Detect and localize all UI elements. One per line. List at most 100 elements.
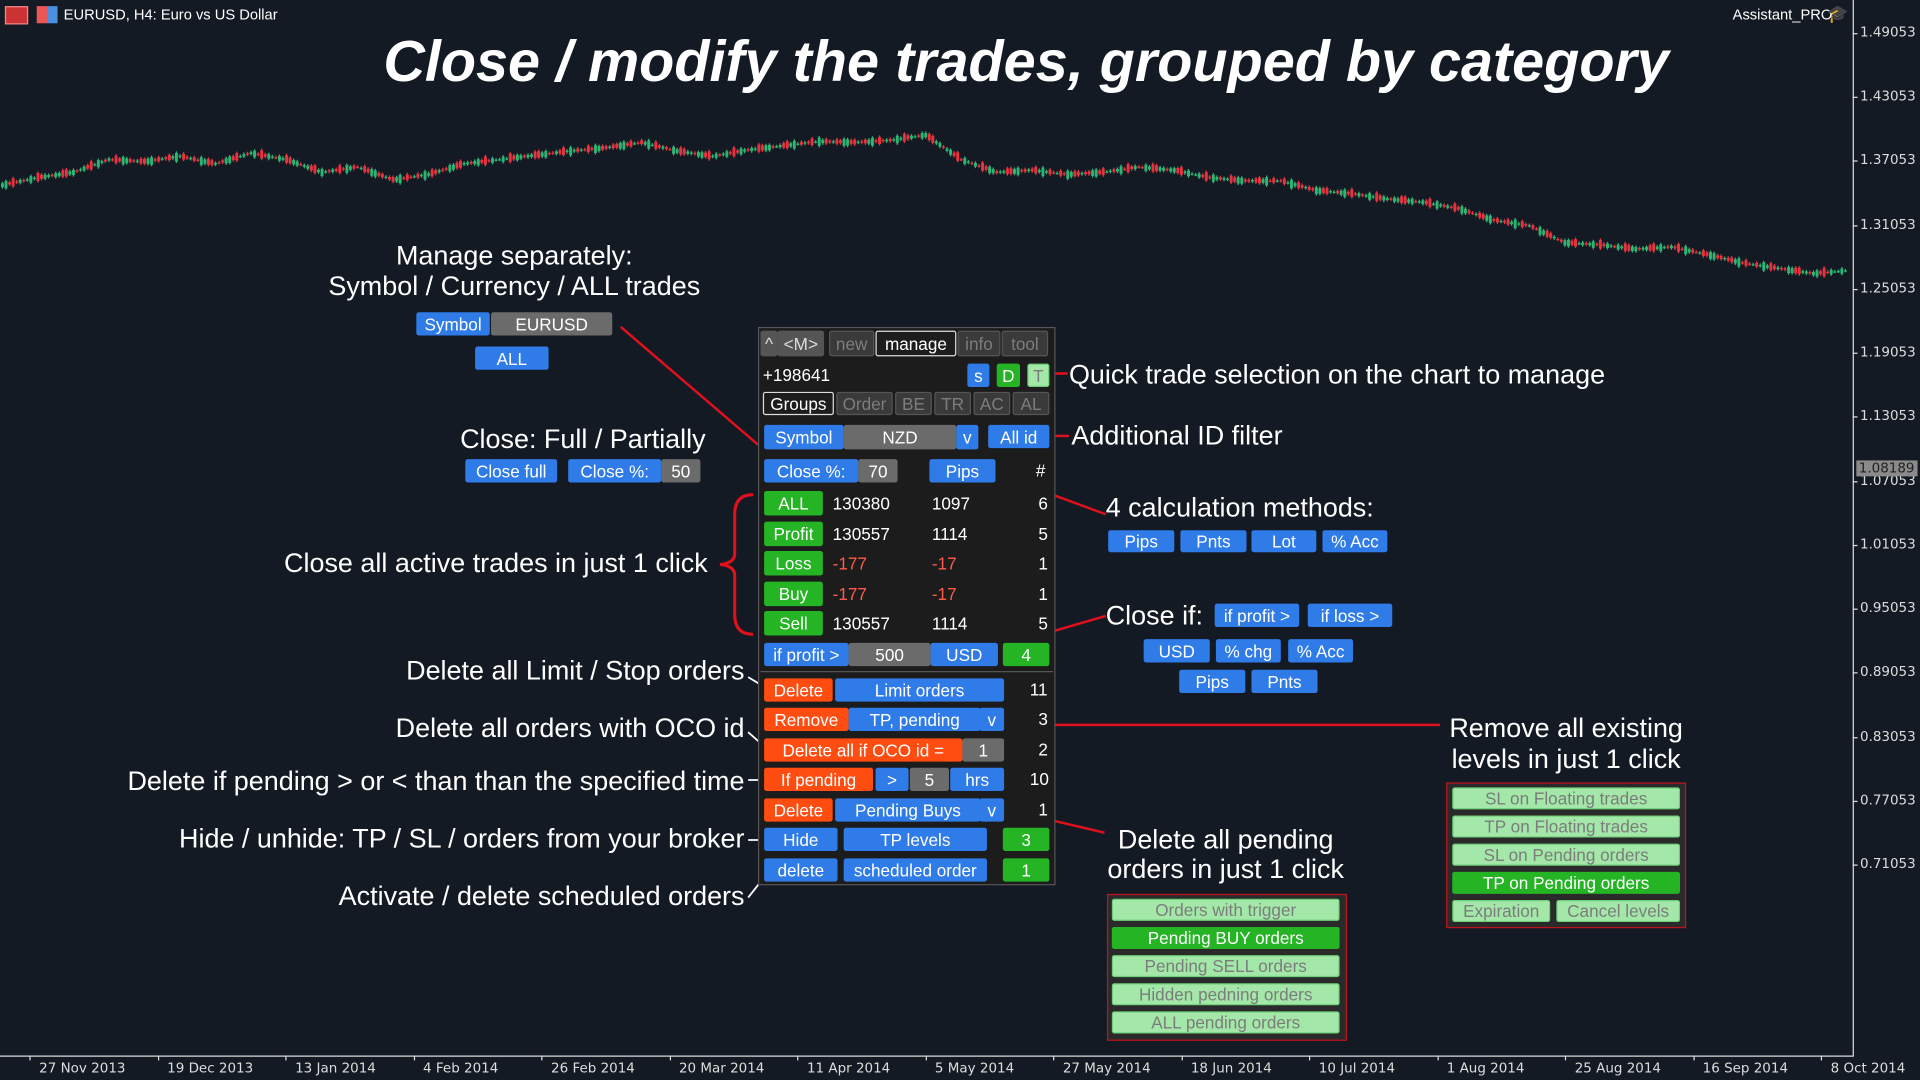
pending-type-select[interactable]: Pending Buys	[835, 798, 981, 822]
quick-select-s[interactable]: s	[967, 363, 990, 387]
hide-button[interactable]: Hide	[764, 827, 838, 852]
filter-value[interactable]: NZD	[843, 424, 957, 450]
remove-cancel-levels[interactable]: Cancel levels	[1556, 900, 1681, 923]
demo-if-profit[interactable]: if profit >	[1214, 603, 1300, 627]
demo-symbol-button[interactable]: Symbol	[416, 312, 490, 336]
demo-unit-acc[interactable]: % Acc	[1288, 639, 1354, 663]
candle-body	[416, 173, 420, 178]
tab-new[interactable]: new	[828, 330, 875, 357]
candle-body	[1183, 171, 1187, 174]
tab-info[interactable]: info	[957, 330, 1001, 357]
subtab-order[interactable]: Order	[836, 391, 893, 416]
remove-tp-floating[interactable]: TP on Floating trades	[1452, 815, 1681, 838]
pending-dropdown-icon[interactable]: v	[979, 798, 1005, 822]
subtab-ac[interactable]: AC	[973, 391, 1011, 416]
candle-body	[1772, 265, 1776, 270]
id-filter-button[interactable]: All id	[988, 424, 1050, 449]
demo-calc-pnts[interactable]: Pnts	[1180, 530, 1247, 553]
delete-oco-button[interactable]: Delete all if OCO id =	[764, 738, 963, 762]
if-profit-unit[interactable]: USD	[930, 642, 998, 667]
pending-with-trigger[interactable]: Orders with trigger	[1111, 898, 1340, 921]
if-profit-count[interactable]: 4	[1002, 642, 1050, 667]
demo-unit-usd[interactable]: USD	[1143, 639, 1210, 663]
demo-close-pct-value[interactable]: 50	[661, 459, 701, 483]
subtab-al[interactable]: AL	[1012, 391, 1050, 416]
subtab-be[interactable]: BE	[895, 391, 932, 416]
demo-calc-lot[interactable]: Lot	[1251, 530, 1317, 553]
chart-type-icon[interactable]	[36, 6, 58, 24]
if-pending-unit[interactable]: hrs	[950, 767, 1005, 792]
close-pct-button[interactable]: Close %:	[764, 459, 859, 483]
subtab-groups[interactable]: Groups	[762, 391, 834, 416]
oco-id-input[interactable]: 1	[962, 738, 1005, 762]
mode-button[interactable]: <M>	[777, 330, 825, 357]
demo-if-loss[interactable]: if loss >	[1307, 603, 1393, 627]
pending-sell[interactable]: Pending SELL orders	[1111, 955, 1340, 978]
demo-calc-pips[interactable]: Pips	[1108, 530, 1175, 553]
remove-sl-floating[interactable]: SL on Floating trades	[1452, 787, 1681, 810]
subtab-tr[interactable]: TR	[934, 391, 972, 416]
collapse-button[interactable]: ^	[760, 330, 778, 357]
group-profit: 130557	[832, 613, 890, 634]
hide-count[interactable]: 3	[1002, 827, 1050, 852]
quick-select-t[interactable]: T	[1027, 363, 1050, 387]
limit-orders-select[interactable]: Limit orders	[835, 678, 1005, 702]
pending-buy-selected[interactable]: Pending BUY orders	[1111, 926, 1340, 949]
candle-body	[775, 146, 779, 148]
remove-button[interactable]: Remove	[764, 707, 849, 732]
tab-tool[interactable]: tool	[1001, 330, 1049, 357]
pending-all[interactable]: ALL pending orders	[1111, 1011, 1340, 1034]
candle-body	[1187, 170, 1190, 177]
if-pending-operator[interactable]: >	[875, 767, 909, 792]
if-pending-input[interactable]: 5	[909, 767, 949, 792]
close-group-loss-button[interactable]: Loss	[764, 551, 823, 576]
demo-close-full-button[interactable]: Close full	[465, 459, 558, 483]
if-profit-button[interactable]: if profit >	[764, 642, 849, 667]
close-pct-input[interactable]: 70	[858, 459, 898, 483]
candle-body	[1627, 245, 1631, 251]
scheduled-delete-button[interactable]: delete	[764, 858, 838, 882]
remove-expiration[interactable]: Expiration	[1452, 900, 1551, 923]
demo-unit-chg[interactable]: % chg	[1215, 639, 1281, 663]
tab-manage[interactable]: manage	[875, 330, 957, 357]
filter-type-button[interactable]: Symbol	[764, 424, 844, 450]
close-group-buy-button[interactable]: Buy	[764, 581, 823, 606]
pending-hidden[interactable]: Hidden pedning orders	[1111, 983, 1340, 1006]
candle-body	[1030, 168, 1034, 172]
if-profit-input[interactable]: 500	[848, 642, 931, 667]
if-pending-button[interactable]: If pending	[764, 767, 874, 792]
demo-symbol-value[interactable]: EURUSD	[491, 312, 613, 336]
scheduled-order-select[interactable]: scheduled order	[843, 858, 987, 882]
close-group-all-button[interactable]: ALL	[764, 491, 823, 516]
candle-body	[281, 157, 285, 160]
quick-select-d[interactable]: D	[996, 363, 1021, 387]
demo-unit-pips[interactable]: Pips	[1179, 669, 1246, 694]
candle-body	[991, 169, 995, 174]
remove-dropdown-icon[interactable]: v	[979, 707, 1005, 732]
candle-body	[1726, 257, 1730, 261]
candle-body	[192, 157, 196, 161]
candle-body	[1013, 169, 1016, 174]
candle-body	[1084, 172, 1087, 175]
delete-limit-button[interactable]: Delete	[764, 678, 833, 702]
close-group-profit-button[interactable]: Profit	[764, 521, 823, 546]
close-group-sell-button[interactable]: Sell	[764, 611, 823, 636]
demo-close-pct-button[interactable]: Close %:	[568, 459, 662, 483]
remove-target-select[interactable]: TP, pending	[848, 707, 981, 732]
demo-unit-pnts[interactable]: Pnts	[1251, 669, 1318, 694]
menu-icon[interactable]	[4, 6, 29, 25]
scheduled-count[interactable]: 1	[1002, 858, 1050, 882]
demo-all-button[interactable]: ALL	[475, 346, 549, 370]
demo-calc-acc[interactable]: % Acc	[1322, 530, 1388, 553]
remove-tp-pending-selected[interactable]: TP on Pending orders	[1452, 871, 1681, 894]
candle-body	[178, 155, 182, 157]
filter-dropdown-icon[interactable]: v	[956, 424, 979, 450]
candle-body	[1222, 178, 1226, 180]
calc-method-button[interactable]: Pips	[929, 459, 996, 483]
delete-pending-button[interactable]: Delete	[764, 798, 833, 822]
candle-body	[185, 156, 189, 159]
hide-target-select[interactable]: TP levels	[843, 827, 987, 852]
annotation-remove-levels-1: Remove all existing	[1449, 712, 1683, 744]
remove-sl-pending[interactable]: SL on Pending orders	[1452, 843, 1681, 866]
